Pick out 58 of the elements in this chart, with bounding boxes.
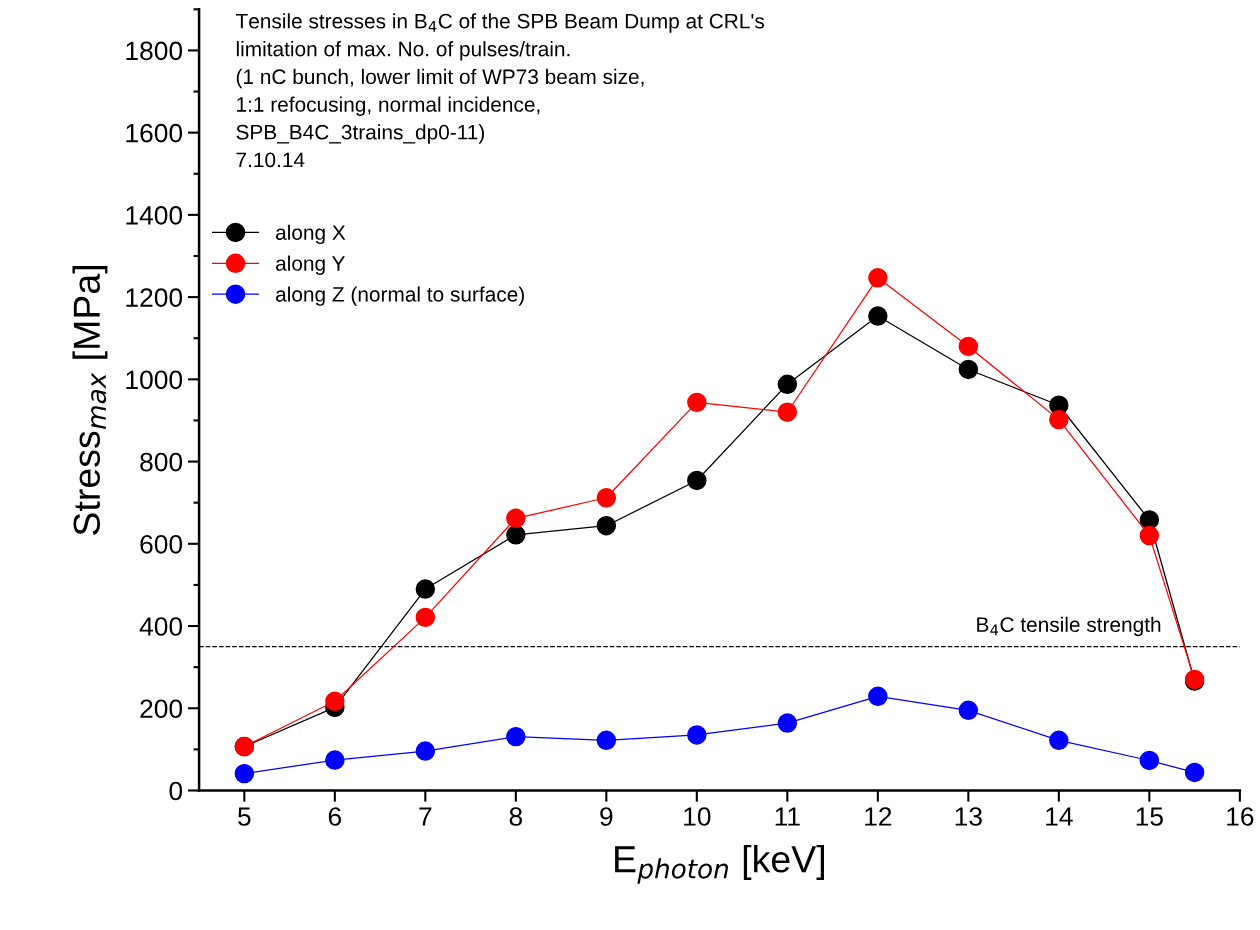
point — [596, 488, 617, 508]
x-tick-label: 16 — [1227, 807, 1254, 826]
x-tick-label: 6 — [328, 807, 342, 826]
x-tick-label: 8 — [509, 807, 523, 826]
y-tick-label: 600 — [140, 534, 183, 554]
x-tick-label: 5 — [238, 807, 251, 826]
y-tick-label: 200 — [140, 699, 183, 719]
point — [777, 713, 798, 733]
point — [596, 515, 617, 536]
x-tick-label: 11 — [775, 807, 800, 826]
x-tick-label: 12 — [865, 807, 892, 826]
legend-label: along X — [276, 224, 346, 245]
x-tick-label: 9 — [600, 807, 613, 826]
y-tick-label: 1800 — [126, 41, 183, 61]
y-tick-label: 0 — [169, 781, 183, 801]
point — [234, 763, 255, 784]
point — [868, 686, 888, 707]
y-tick-label: 1400 — [126, 206, 183, 225]
point — [777, 402, 798, 422]
point — [506, 525, 526, 545]
y-tick-label: 1200 — [126, 288, 183, 307]
point — [415, 579, 436, 599]
point — [325, 691, 345, 712]
y-tick-label: 1600 — [126, 123, 183, 143]
y-tick-label: 1000 — [126, 370, 183, 390]
x-axis-title: E$_{photon}$ [keV] — [615, 844, 824, 884]
x-tick-label: 13 — [955, 807, 982, 826]
point — [687, 392, 707, 413]
point — [958, 336, 979, 357]
point — [687, 470, 707, 491]
legend-label: along Y — [276, 255, 345, 275]
legend-label: along Z (normal to surface) — [276, 286, 524, 306]
point — [325, 750, 345, 770]
point — [868, 306, 888, 326]
point — [415, 741, 436, 761]
point — [596, 730, 617, 751]
point — [1139, 525, 1160, 546]
point — [1049, 409, 1069, 430]
point — [687, 725, 707, 745]
x-tick-label: 7 — [419, 807, 432, 826]
point — [777, 374, 798, 394]
y-tick-label: 400 — [139, 617, 183, 636]
point — [958, 700, 979, 721]
point — [958, 359, 979, 380]
x-tick-label: 10 — [684, 807, 711, 826]
point — [1139, 750, 1160, 771]
point — [868, 268, 888, 288]
y-axis-title: Stress$_{max}$ [MPa] — [72, 266, 108, 535]
annotation: Tensile stresses in B$_{4}$C of the SPB Beam Dump at CRL's limitation of max. No. of pulses/train. (1 nC bunch, lower limit of WP73 beam size, 1:1 refocusing, normal incidence, SPB_B4C_3trains_dp0-11) 7.10.14 — [235, 13, 765, 168]
point — [1184, 762, 1205, 783]
y-tick-label: 800 — [140, 452, 183, 472]
point — [506, 508, 526, 529]
point — [506, 726, 526, 747]
x-tick-label: 15 — [1136, 807, 1163, 826]
point — [1049, 730, 1069, 751]
point — [415, 607, 436, 628]
x-tick-label: 14 — [1046, 807, 1073, 826]
ref-line-label: B$_{4}$C tensile strength — [977, 616, 1161, 637]
